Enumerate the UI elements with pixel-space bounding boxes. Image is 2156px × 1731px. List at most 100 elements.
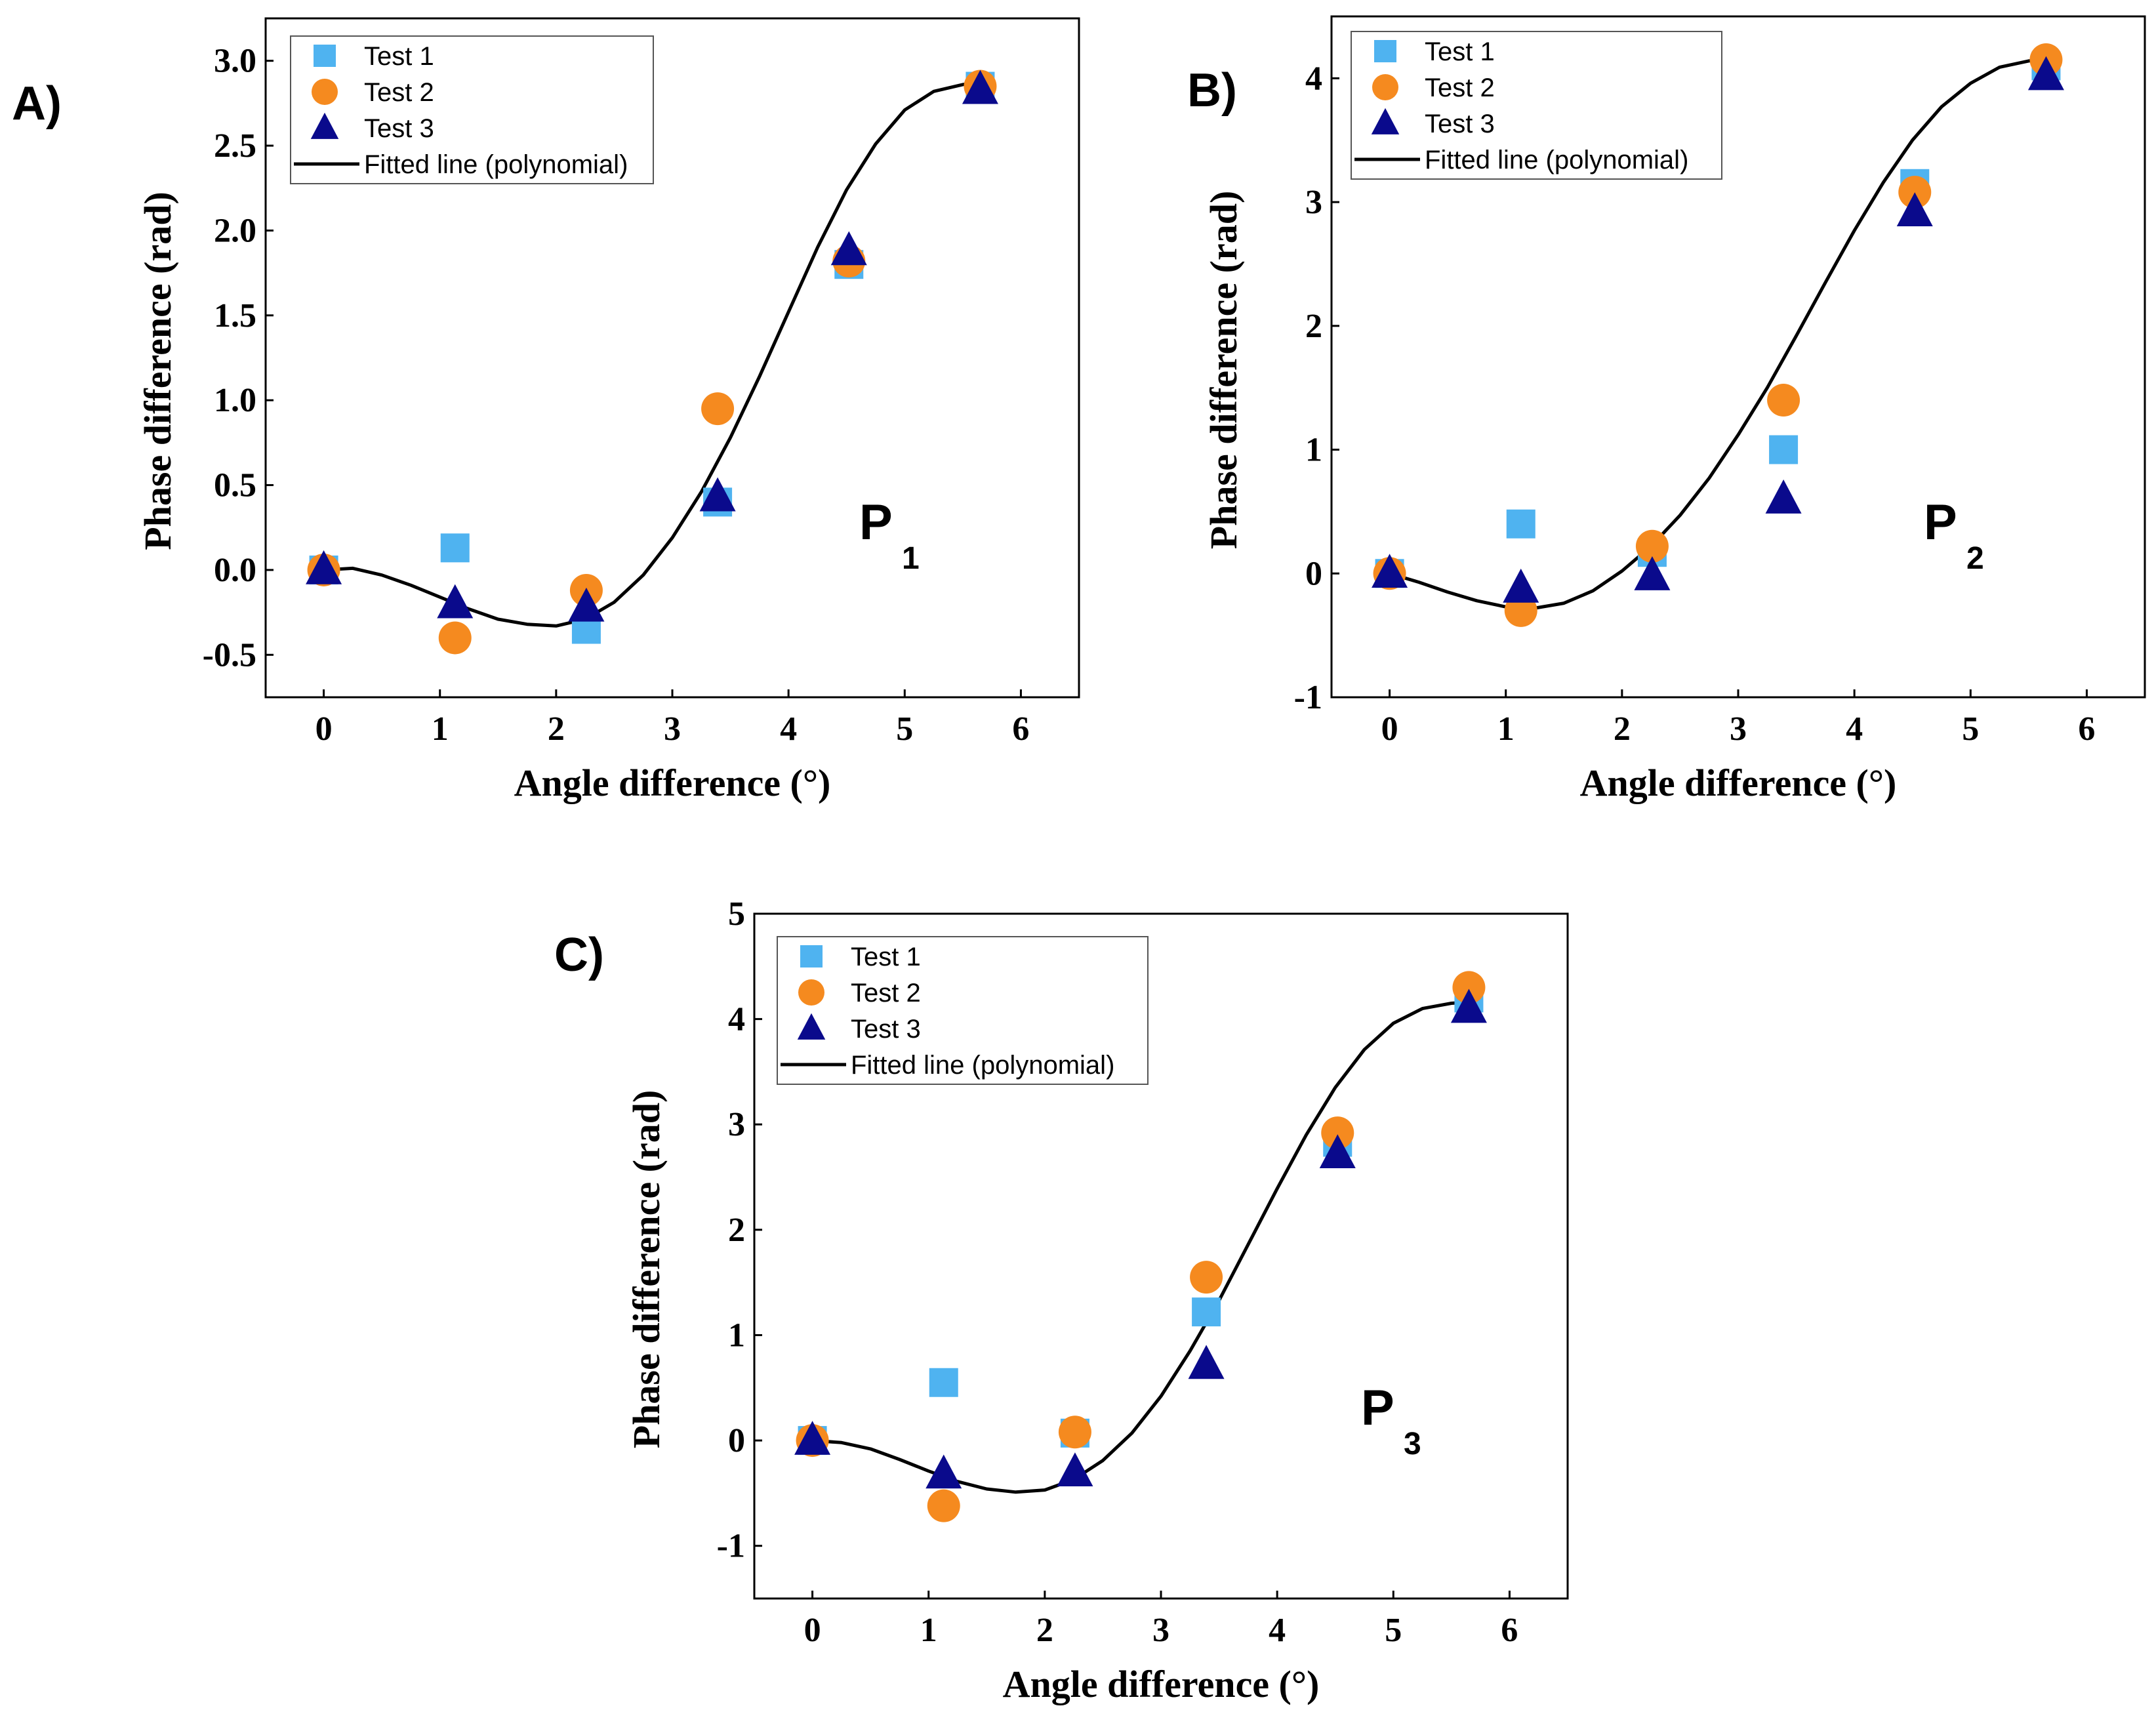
legend-entry: Test 1 [364,42,434,71]
y-axis-label: Phase difference (rad) [136,192,179,550]
x-tick-label: 2 [548,710,565,748]
x-tick-label: 6 [2078,710,2095,748]
y-tick-label: 3.0 [214,43,256,80]
point-test-1 [1769,435,1799,464]
legend-entry: Fitted line (polynomial) [1425,146,1688,174]
point-test-3 [1188,1345,1225,1379]
point-test-3 [1503,568,1539,603]
point-test-1 [1506,509,1536,539]
panel-c: C) 0 1 2 3 4 5 6 -1 0 1 2 3 4 5 Angle difference (°) Pha… [554,895,1569,1705]
x-tick-label: 6 [1012,710,1029,748]
point-test-2 [1321,1116,1354,1150]
y-tick-label: -1 [1294,679,1322,716]
y-tick-label: 0 [728,1422,745,1459]
legend-entry: Test 3 [1425,110,1495,138]
legend-marker [797,1013,826,1040]
fitted-line [323,81,981,628]
legend-box [777,936,1149,1085]
x-axis-label: Angle difference (°) [514,762,831,804]
point-test-3 [1319,1134,1356,1168]
legend-entry: Fitted line (polynomial) [851,1051,1114,1080]
point-test-3 [306,550,342,584]
legend-marker [1372,74,1398,100]
panel-label: B) [1187,64,1237,117]
annotation-subscript: 2 [1966,541,1984,576]
legend-entry: Fitted line (polynomial) [364,150,628,179]
legend-box [1351,31,1722,180]
x-tick-label: 6 [1501,1612,1518,1649]
annotation-label: P [1924,495,1957,550]
point-test-3 [962,70,998,104]
fitted-line [1389,58,2046,610]
legend-marker [1371,108,1400,134]
x-tick-label: 1 [432,710,449,748]
x-tick-label: 4 [780,710,797,748]
x-tick-label: 1 [920,1612,937,1649]
y-tick-label: 3 [728,1106,745,1143]
point-test-1 [1192,1297,1221,1327]
panel-label: C) [554,929,604,981]
point-test-2 [1190,1261,1223,1294]
point-test-2 [1635,529,1669,563]
x-tick-label: 0 [804,1612,821,1649]
x-tick-label: 3 [1730,710,1747,748]
x-tick-label: 1 [1497,710,1515,748]
point-test-3 [925,1454,962,1489]
legend-marker [800,945,823,967]
point-test-2 [701,392,735,426]
point-test-1 [929,1368,958,1397]
y-tick-label: -0.5 [203,636,256,674]
legend-entry: Test 2 [364,78,434,107]
y-tick-label: 2 [1305,308,1322,345]
point-test-3 [1634,556,1671,590]
x-tick-label: 2 [1614,710,1631,748]
y-axis-label: Phase difference (rad) [625,1090,668,1449]
annotation-label: P [859,495,893,550]
point-test-2 [1452,971,1486,1004]
x-tick-label: 5 [896,710,913,748]
legend-marker [312,79,338,105]
point-test-2 [1058,1415,1091,1449]
point-test-3 [1057,1452,1093,1487]
x-tick-label: 4 [1846,710,1863,748]
y-axis-label: Phase difference (rad) [1202,191,1245,550]
annotation-subscript: 1 [902,541,920,576]
legend-marker [798,979,824,1006]
legend-box [290,35,654,184]
panel-a: A) 0 1 2 3 4 5 6 -0.5 0.0 0.5 1.0 1.5 2.0 2.5 3.0 Angle … [12,17,1080,804]
y-tick-label: 2 [728,1212,745,1249]
y-tick-label: 5 [728,895,745,933]
point-test-3 [568,587,605,622]
legend-marker [314,45,336,67]
point-test-3 [1372,554,1408,588]
point-test-3 [830,231,867,266]
legend-entry: Test 3 [851,1015,921,1044]
y-tick-label: 2.0 [214,212,256,249]
y-tick-label: 4 [1305,60,1322,97]
legend-entry: Test 1 [1425,37,1495,66]
legend-entry: Test 2 [851,979,921,1008]
x-tick-label: 5 [1385,1612,1402,1649]
x-tick-label: 3 [664,710,681,748]
x-tick-label: 0 [315,710,333,748]
point-test-2 [1898,175,1932,209]
panel-label: A) [12,77,62,130]
panel-b: B) 0 1 2 3 4 5 6 -1 0 1 2 3 4 Angle difference (°) Phas… [1187,15,2146,804]
legend-entry: Test 3 [364,114,434,143]
point-test-3 [437,584,474,619]
x-tick-label: 2 [1036,1612,1053,1649]
y-tick-label: 3 [1305,184,1322,221]
y-tick-label: 0 [1305,555,1322,592]
y-tick-label: 4 [728,1001,745,1038]
point-test-3 [1450,988,1487,1023]
y-tick-label: 1.5 [214,297,256,335]
y-tick-label: 0.0 [214,552,256,589]
point-test-3 [2027,56,2064,91]
point-test-2 [927,1489,960,1522]
fitted-line [812,1000,1469,1494]
legend-entry: Test 1 [851,943,921,971]
y-tick-label: 0.5 [214,467,256,504]
point-test-2 [1767,384,1800,417]
legend-marker [1374,40,1396,62]
